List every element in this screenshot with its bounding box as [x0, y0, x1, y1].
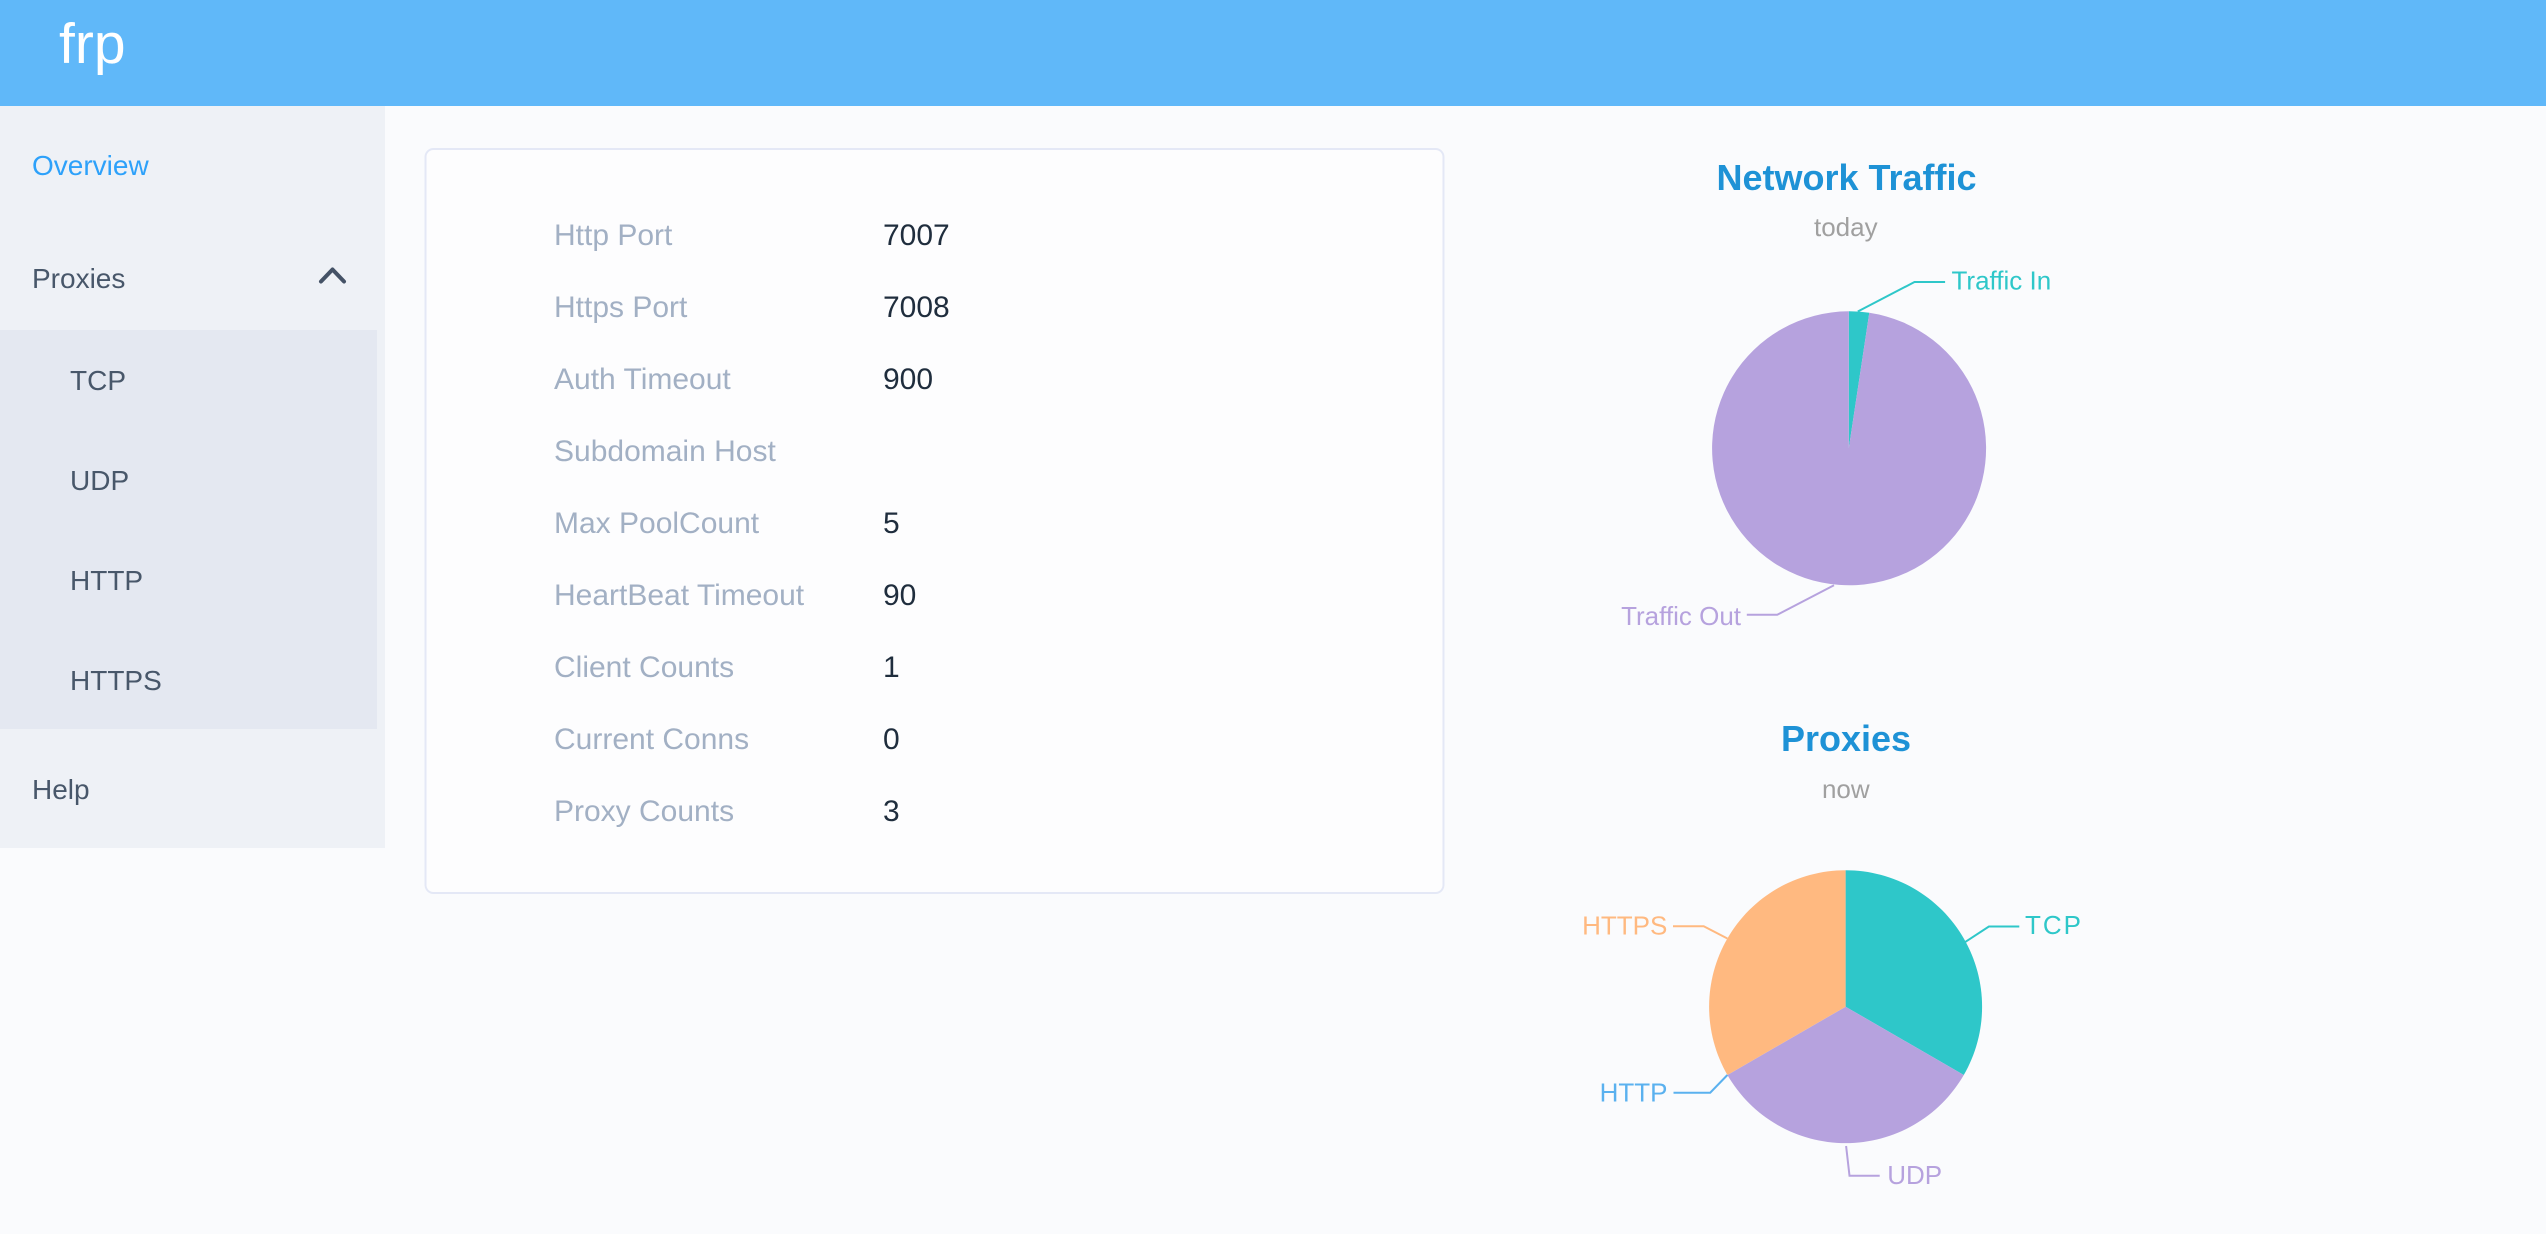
- svg-text:90: 90: [883, 579, 916, 612]
- svg-text:Current Conns: Current Conns: [554, 723, 749, 756]
- svg-text:HTTPS: HTTPS: [70, 665, 162, 696]
- svg-text:HeartBeat Timeout: HeartBeat Timeout: [554, 579, 805, 612]
- svg-text:Traffic In: Traffic In: [1952, 266, 2052, 296]
- svg-text:Proxies: Proxies: [1781, 718, 1911, 759]
- svg-text:UDP: UDP: [1887, 1160, 1942, 1190]
- svg-text:Subdomain Host: Subdomain Host: [554, 435, 776, 468]
- svg-text:HTTP: HTTP: [70, 565, 143, 596]
- svg-text:today: today: [1814, 212, 1878, 242]
- svg-text:HTTP: HTTP: [1600, 1078, 1668, 1108]
- svg-text:Http Port: Http Port: [554, 219, 673, 252]
- svg-text:UDP: UDP: [70, 465, 129, 496]
- svg-text:Max PoolCount: Max PoolCount: [554, 507, 760, 540]
- svg-text:TCP: TCP: [70, 365, 126, 396]
- svg-text:7008: 7008: [883, 291, 950, 324]
- svg-text:Client Counts: Client Counts: [554, 651, 734, 684]
- svg-text:Proxies: Proxies: [32, 263, 125, 294]
- svg-text:now: now: [1822, 774, 1870, 804]
- svg-text:frp: frp: [59, 12, 126, 76]
- svg-text:1: 1: [883, 651, 900, 684]
- svg-text:Proxy Counts: Proxy Counts: [554, 795, 734, 828]
- svg-text:Traffic Out: Traffic Out: [1621, 601, 1742, 631]
- svg-text:Help: Help: [32, 774, 90, 805]
- svg-text:7007: 7007: [883, 219, 950, 252]
- svg-text:Auth Timeout: Auth Timeout: [554, 363, 731, 396]
- svg-text:HTTPS: HTTPS: [1582, 911, 1667, 941]
- svg-text:0: 0: [883, 723, 900, 756]
- svg-text:900: 900: [883, 363, 933, 396]
- svg-text:Network Traffic: Network Traffic: [1716, 157, 1976, 198]
- svg-text:TCP: TCP: [2025, 910, 2083, 940]
- svg-text:3: 3: [883, 795, 900, 828]
- svg-text:Overview: Overview: [32, 150, 149, 181]
- svg-text:Https Port: Https Port: [554, 291, 688, 324]
- svg-text:5: 5: [883, 507, 900, 540]
